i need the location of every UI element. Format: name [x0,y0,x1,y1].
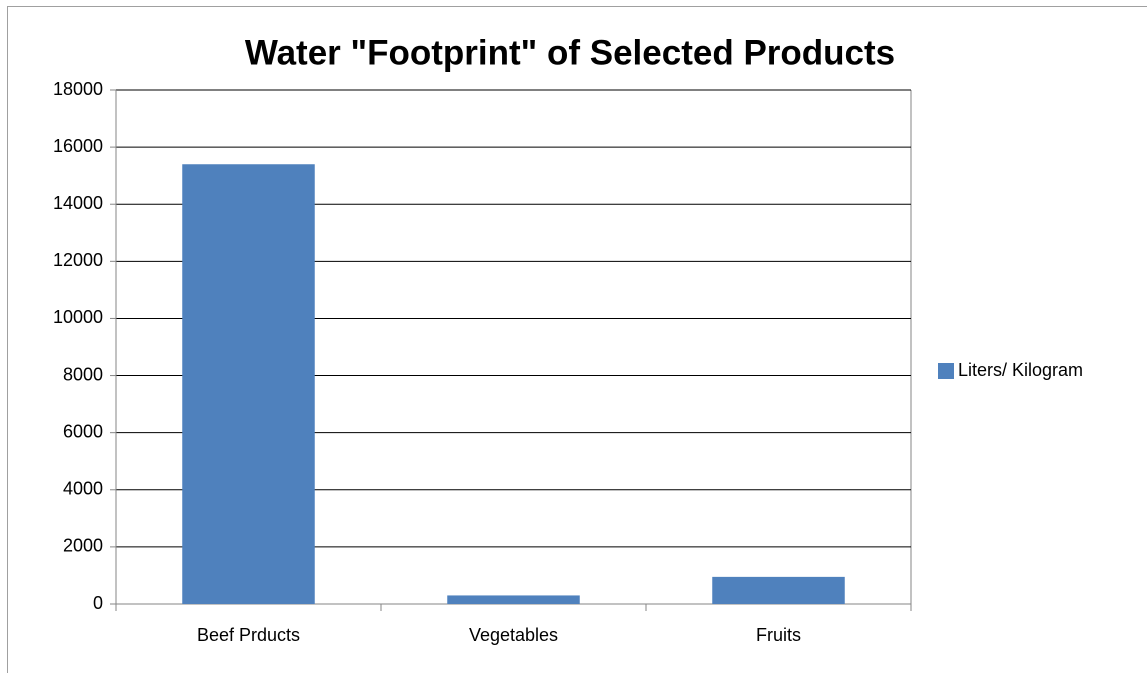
y-tick-label: 4000 [63,479,103,499]
y-tick-label: 2000 [63,536,103,556]
legend-label: Liters/ Kilogram [958,360,1083,380]
bar [712,576,845,604]
y-tick-label: 14000 [53,193,103,213]
bar [182,164,315,604]
x-tick-label: Fruits [756,625,801,645]
chart-title: Water "Footprint" of Selected Products [245,33,895,72]
y-tick-label: 16000 [53,136,103,156]
y-tick-label: 6000 [63,421,103,441]
x-tick-label: Vegetables [469,625,558,645]
bar [447,595,580,604]
y-tick-label: 18000 [53,79,103,99]
chart-border [7,6,1147,673]
y-tick-label: 0 [93,593,103,613]
y-tick-label: 10000 [53,307,103,327]
y-tick-label: 8000 [63,364,103,384]
y-tick-label: 12000 [53,250,103,270]
legend-swatch [938,363,954,379]
x-tick-label: Beef Prducts [197,625,300,645]
